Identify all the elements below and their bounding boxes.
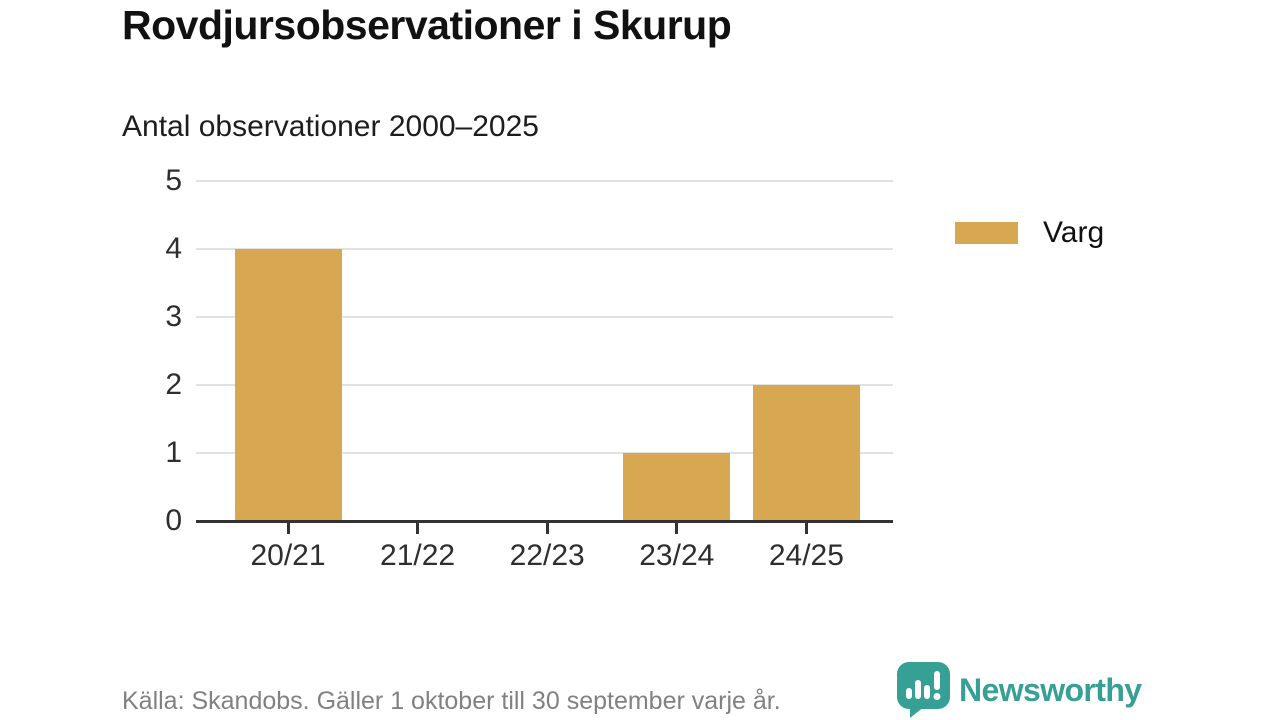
y-axis-tick-label: 2: [165, 368, 182, 401]
x-axis-tick-label: 21/22: [380, 539, 456, 572]
y-axis-tick-label: 1: [165, 436, 182, 469]
gridline: [196, 248, 893, 250]
y-axis-tick-label: 5: [165, 164, 182, 197]
brand-wordmark: Newsworthy: [959, 671, 1142, 708]
x-axis-tick: [545, 523, 549, 534]
x-axis: 20/21 21/22 22/23 23/24 24/25: [196, 523, 893, 593]
plot-area: [196, 180, 893, 523]
y-axis-tick-label: 3: [165, 300, 182, 333]
brand-logo: Newsworthy: [897, 662, 1142, 718]
bar-20/21: [234, 249, 342, 521]
gridline: [196, 384, 893, 386]
x-axis-tick: [804, 523, 808, 534]
x-axis-tick-label: 22/23: [509, 539, 585, 572]
chart-subtitle: Antal observationer 2000–2025: [122, 110, 539, 143]
bar-24/25: [752, 385, 860, 521]
legend-swatch-varg: [955, 222, 1018, 244]
x-axis-tick-label: 20/21: [250, 539, 326, 572]
x-axis-tick-label: 23/24: [639, 539, 715, 572]
x-axis-baseline: [196, 520, 893, 523]
x-axis-tick: [286, 523, 290, 534]
gridline: [196, 180, 893, 182]
gridline: [196, 316, 893, 318]
y-axis: 0 1 2 3 4 5: [104, 164, 182, 537]
y-axis-tick-label: 0: [165, 504, 182, 537]
bar-23/24: [623, 453, 731, 521]
source-note: Källa: Skandobs. Gäller 1 oktober till 3…: [122, 687, 781, 715]
chart-title: Rovdjursobservationer i Skurup: [122, 2, 732, 48]
gridline: [196, 452, 893, 454]
x-axis-tick: [675, 523, 679, 534]
x-axis-tick-label: 24/25: [768, 539, 844, 572]
newsworthy-logo-icon: [897, 662, 950, 718]
legend: Varg: [955, 216, 1104, 250]
x-axis-tick: [416, 523, 420, 534]
legend-label: Varg: [1043, 216, 1105, 249]
y-axis-tick-label: 4: [165, 232, 182, 265]
